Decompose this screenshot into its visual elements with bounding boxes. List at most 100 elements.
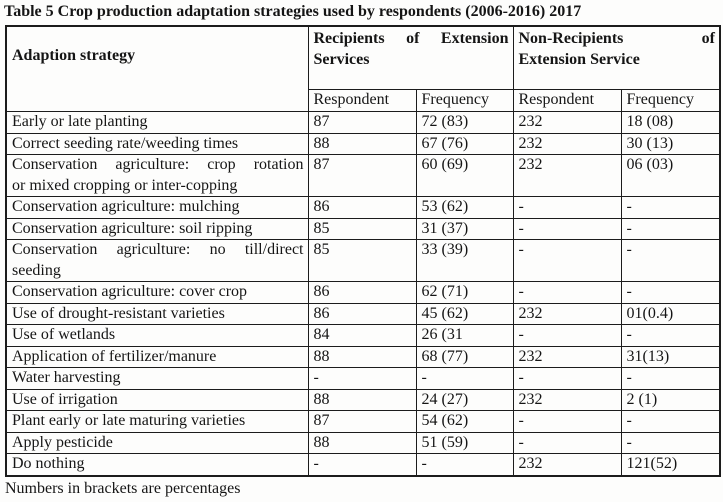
respondent-recipients-cell: 88 bbox=[307, 345, 417, 368]
respondent-recipients-cell: 85 bbox=[307, 239, 417, 282]
frequency-recipients-cell: - bbox=[415, 367, 514, 390]
respondent-recipients-cell: 86 bbox=[307, 281, 417, 304]
col-group-recipients-header: Recipients of Extension Services bbox=[307, 25, 514, 90]
frequency-recipients-cell: 62 (71) bbox=[415, 281, 514, 304]
frequency-recipients-cell: - bbox=[415, 453, 514, 476]
respondent-non-recipients-cell: - bbox=[512, 410, 622, 433]
table-row: Correct seeding rate/weeding times 88 67… bbox=[5, 132, 721, 155]
respondent-non-recipients-cell: 232 bbox=[512, 302, 622, 325]
strategy-line: Do nothing bbox=[12, 455, 85, 472]
frequency-non-recipients-cell: - bbox=[620, 410, 721, 433]
table-row: Conservation agriculture: no till/direct… bbox=[5, 239, 721, 282]
table-row: Conservation agriculture: soil ripping 8… bbox=[5, 217, 721, 240]
strategy-cell: Water harvesting bbox=[5, 367, 309, 390]
respondent-non-recipients-cell: 232 bbox=[512, 111, 622, 134]
strategy-cell: Early or late planting bbox=[5, 111, 309, 134]
table-caption: Table 5 Crop production adaptation strat… bbox=[4, 3, 582, 20]
frequency-non-recipients-cell: 2 (1) bbox=[620, 388, 721, 411]
frequency-recipients-cell: 33 (39) bbox=[415, 239, 514, 282]
frequency-recipients-cell: 26 (31 bbox=[415, 324, 514, 347]
strategy-cell: Use of wetlands bbox=[5, 324, 309, 347]
respondent-non-recipients-cell: - bbox=[512, 367, 622, 390]
frequency-recipients-cell: 53 (62) bbox=[415, 196, 514, 219]
frequency-recipients-cell: 60 (69) bbox=[415, 154, 514, 197]
frequency-recipients-cell: 24 (27) bbox=[415, 388, 514, 411]
strategy-cell: Conservation agriculture: soil ripping bbox=[5, 217, 309, 240]
strategy-line: Conservation agriculture: crop rotation bbox=[12, 156, 304, 173]
strategy-line: Water harvesting bbox=[12, 369, 121, 386]
strategy-cell: Correct seeding rate/weeding times bbox=[5, 132, 309, 155]
frequency-non-recipients-cell: 30 (13) bbox=[620, 132, 721, 155]
strategy-line: Conservation agriculture: cover crop bbox=[12, 283, 248, 300]
frequency-non-recipients-cell: - bbox=[620, 239, 721, 282]
table-row: Application of fertilizer/manure 88 68 (… bbox=[5, 345, 721, 368]
table-row: Use of irrigation 88 24 (27) 232 2 (1) bbox=[5, 388, 721, 411]
frequency-recipients-cell: 68 (77) bbox=[415, 345, 514, 368]
respondent-non-recipients-cell: 232 bbox=[512, 388, 622, 411]
strategy-line: Use of irrigation bbox=[12, 390, 118, 408]
strategy-line: seeding bbox=[12, 261, 61, 279]
table-row: Conservation agriculture: crop rotation o… bbox=[5, 154, 721, 197]
group-header-line: Extension Service bbox=[518, 50, 640, 68]
strategy-line: or mixed cropping or inter-copping bbox=[12, 176, 238, 194]
frequency-non-recipients-cell: 01(0.4) bbox=[620, 302, 721, 325]
footnote: Numbers in brackets are percentages bbox=[5, 479, 241, 497]
col-header-adaption-strategy: Adaption strategy bbox=[5, 25, 309, 112]
table-row: Apply pesticide 88 51 (59) - - bbox=[5, 431, 721, 454]
strategy-cell: Application of fertilizer/manure bbox=[5, 345, 309, 368]
strategy-line: Plant early or late maturing varieties bbox=[12, 412, 246, 429]
strategy-cell: Use of drought-resistant varieties bbox=[5, 302, 309, 325]
frequency-non-recipients-cell: 06 (03) bbox=[620, 154, 721, 197]
group-header-line: Services bbox=[313, 50, 370, 68]
respondent-recipients-cell: 86 bbox=[307, 196, 417, 219]
table-row: Use of drought-resistant varieties 86 45… bbox=[5, 302, 721, 325]
respondent-recipients-cell: 87 bbox=[307, 111, 417, 134]
respondent-non-recipients-cell: - bbox=[512, 431, 622, 454]
strategy-cell: Use of irrigation bbox=[5, 388, 309, 411]
respondent-non-recipients-cell: 232 bbox=[512, 154, 622, 197]
frequency-recipients-cell: 67 (76) bbox=[415, 132, 514, 155]
sub-header-row: Respondent Frequency Respondent Frequenc… bbox=[6, 89, 721, 112]
strategy-line: Use of wetlands bbox=[12, 326, 116, 343]
respondent-recipients-cell: 88 bbox=[307, 388, 417, 411]
group-header-row: Adaption strategy Recipients of Extensio… bbox=[5, 25, 721, 112]
respondent-recipients-cell: 84 bbox=[307, 324, 417, 347]
respondent-non-recipients-cell: - bbox=[512, 217, 622, 240]
frequency-non-recipients-cell: 121(52) bbox=[620, 453, 721, 476]
strategy-line: Application of fertilizer/manure bbox=[12, 347, 217, 365]
strategy-line: Use of drought-resistant varieties bbox=[12, 304, 225, 322]
strategy-line: Early or late planting bbox=[12, 113, 148, 130]
frequency-non-recipients-cell: 18 (08) bbox=[620, 111, 721, 134]
frequency-non-recipients-cell: - bbox=[620, 324, 721, 347]
frequency-recipients-cell: 31 (37) bbox=[415, 217, 514, 240]
frequency-non-recipients-cell: - bbox=[620, 196, 721, 219]
frequency-non-recipients-cell: - bbox=[620, 431, 721, 454]
table-row: Conservation agriculture: mulching 86 53… bbox=[5, 196, 721, 219]
respondent-recipients-cell: 85 bbox=[307, 217, 417, 240]
respondent-recipients-cell: - bbox=[307, 367, 417, 390]
table-row: Plant early or late maturing varieties 8… bbox=[5, 410, 721, 433]
respondent-non-recipients-cell: 232 bbox=[512, 132, 622, 155]
table-body: Early or late planting 87 72 (83) 232 18… bbox=[5, 111, 721, 476]
respondent-recipients-cell: 88 bbox=[307, 431, 417, 454]
respondent-recipients-cell: - bbox=[307, 453, 417, 476]
respondent-non-recipients-cell: - bbox=[512, 281, 622, 304]
respondent-non-recipients-cell: - bbox=[512, 196, 622, 219]
strategy-cell: Conservation agriculture: crop rotation o… bbox=[5, 154, 309, 197]
frequency-recipients-cell: 72 (83) bbox=[415, 111, 514, 134]
subheader-respondent-non-recipients: Respondent bbox=[512, 89, 622, 112]
table-row: Use of wetlands 84 26 (31 - - bbox=[5, 324, 721, 347]
strategy-cell: Conservation agriculture: cover crop bbox=[5, 281, 309, 304]
respondent-recipients-cell: 87 bbox=[307, 154, 417, 197]
data-table: Adaption strategy Recipients of Extensio… bbox=[5, 25, 721, 477]
table-row: Water harvesting - - - - bbox=[5, 367, 721, 390]
frequency-non-recipients-cell: - bbox=[620, 217, 721, 240]
strategy-line: Conservation agriculture: soil ripping bbox=[12, 219, 253, 237]
subheader-frequency-non-recipients: Frequency bbox=[620, 89, 721, 112]
table-header: Adaption strategy Recipients of Extensio… bbox=[5, 25, 721, 112]
strategy-cell: Plant early or late maturing varieties bbox=[5, 410, 309, 433]
strategy-line: Correct seeding rate/weeding times bbox=[12, 134, 239, 152]
frequency-non-recipients-cell: 31(13) bbox=[620, 345, 721, 368]
frequency-recipients-cell: 51 (59) bbox=[415, 431, 514, 454]
